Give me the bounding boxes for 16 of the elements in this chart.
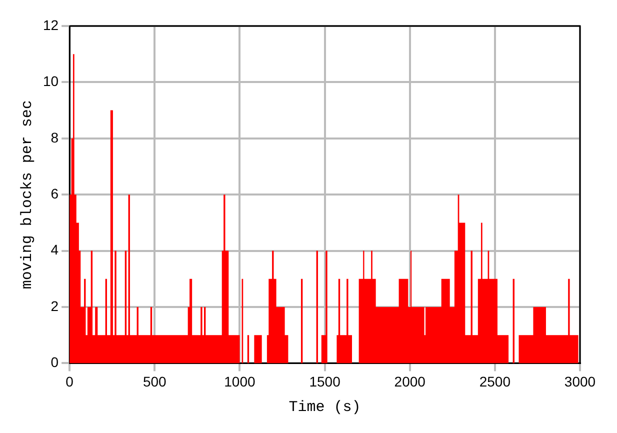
y-axis-title: moving blocks per sec <box>18 100 36 290</box>
x-tick-label: 2500 <box>479 373 511 390</box>
y-tick-label: 12 <box>42 16 59 33</box>
x-tick-label: 500 <box>142 373 167 390</box>
x-tick-label: 3000 <box>564 373 596 390</box>
x-axis-title: Time (s) <box>288 398 361 416</box>
x-tick-label: 2000 <box>394 373 426 390</box>
y-tick-label: 8 <box>50 129 59 146</box>
y-tick-label: 4 <box>50 242 59 258</box>
y-tick-label: 0 <box>50 354 59 370</box>
y-tick-label: 6 <box>50 185 59 202</box>
y-tick-label: 2 <box>50 298 59 314</box>
x-tick-label: 0 <box>66 373 74 390</box>
y-tick-label: 10 <box>42 73 59 90</box>
x-tick-label: 1000 <box>224 373 256 390</box>
x-tick-label: 1500 <box>309 373 341 390</box>
